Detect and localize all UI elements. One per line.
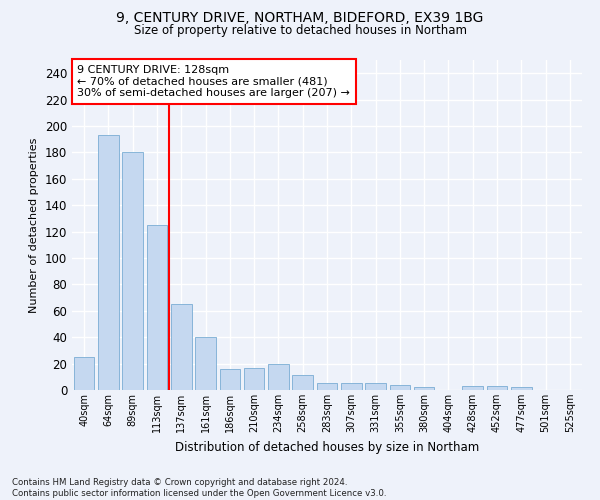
Bar — [463, 386, 483, 390]
Bar — [146, 225, 167, 390]
Bar — [389, 384, 410, 390]
Text: Size of property relative to detached houses in Northam: Size of property relative to detached ho… — [133, 24, 467, 37]
Y-axis label: Number of detached properties: Number of detached properties — [29, 138, 39, 312]
Bar — [195, 337, 216, 390]
Bar — [220, 369, 240, 390]
Bar — [122, 152, 143, 390]
Bar — [292, 376, 313, 390]
X-axis label: Distribution of detached houses by size in Northam: Distribution of detached houses by size … — [175, 440, 479, 454]
Bar — [341, 384, 362, 390]
Text: 9 CENTURY DRIVE: 128sqm
← 70% of detached houses are smaller (481)
30% of semi-d: 9 CENTURY DRIVE: 128sqm ← 70% of detache… — [77, 65, 350, 98]
Bar — [244, 368, 265, 390]
Bar — [171, 304, 191, 390]
Bar — [268, 364, 289, 390]
Bar — [98, 135, 119, 390]
Bar — [365, 384, 386, 390]
Bar — [511, 388, 532, 390]
Bar — [317, 384, 337, 390]
Bar — [414, 388, 434, 390]
Text: 9, CENTURY DRIVE, NORTHAM, BIDEFORD, EX39 1BG: 9, CENTURY DRIVE, NORTHAM, BIDEFORD, EX3… — [116, 12, 484, 26]
Bar — [487, 386, 508, 390]
Text: Contains HM Land Registry data © Crown copyright and database right 2024.
Contai: Contains HM Land Registry data © Crown c… — [12, 478, 386, 498]
Bar — [74, 357, 94, 390]
